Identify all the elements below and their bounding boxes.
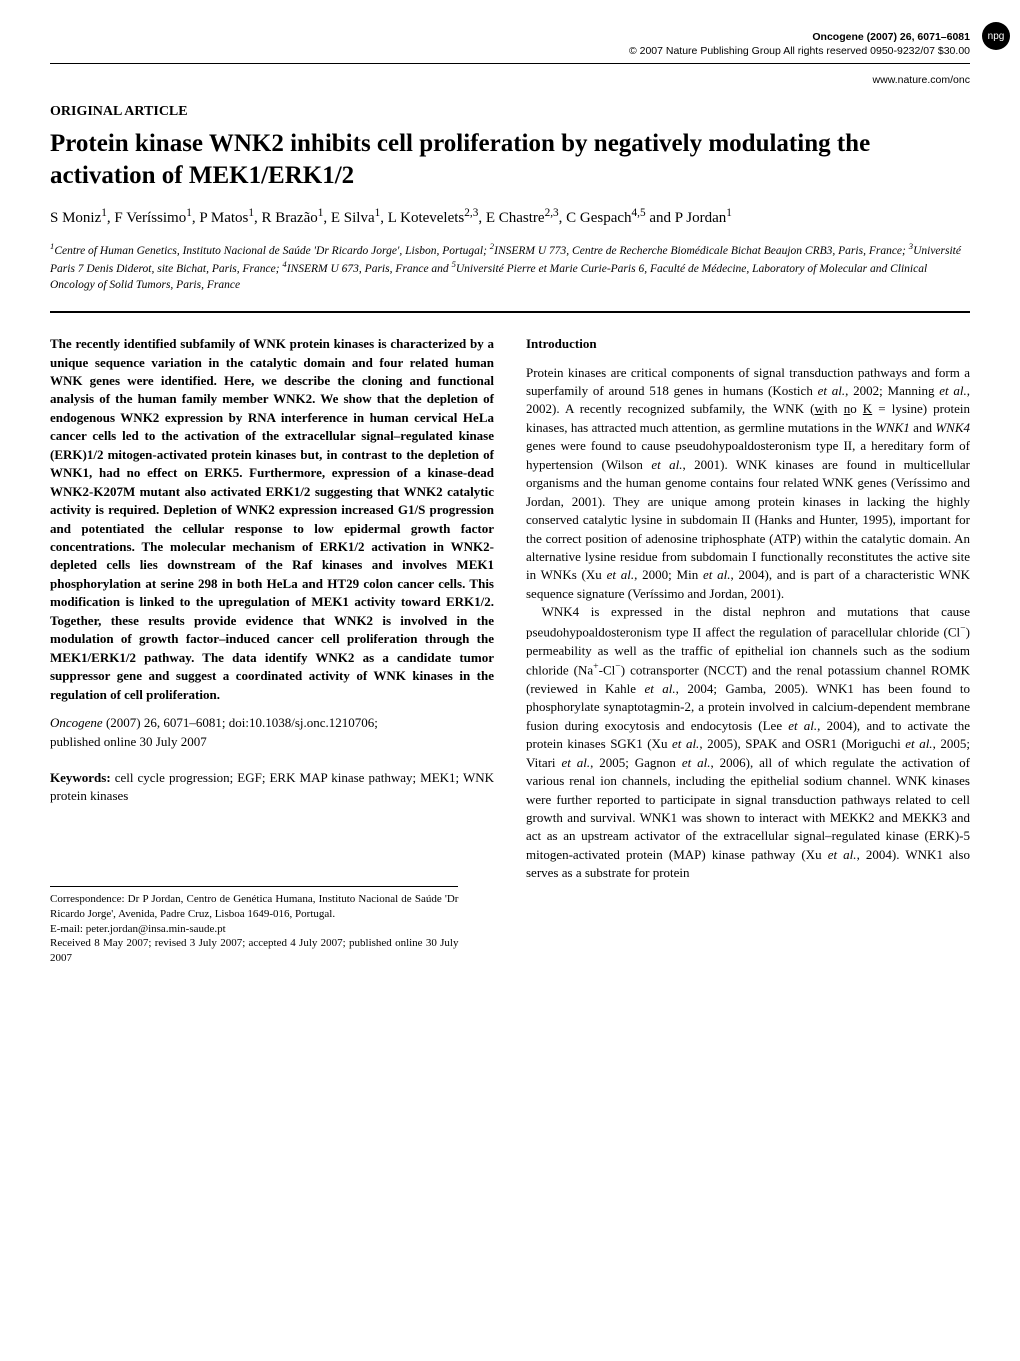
keywords-block: Keywords: cell cycle progression; EGF; E… bbox=[50, 769, 494, 806]
article-title: Protein kinase WNK2 inhibits cell prolif… bbox=[50, 128, 970, 191]
site-url: www.nature.com/onc bbox=[50, 74, 970, 86]
correspondence-dates: Received 8 May 2007; revised 3 July 2007… bbox=[50, 936, 458, 966]
left-column: The recently identified subfamily of WNK… bbox=[50, 335, 494, 966]
correspondence-block: Correspondence: Dr P Jordan, Centro de G… bbox=[50, 886, 458, 966]
affiliations: 1Centre of Human Genetics, Instituto Nac… bbox=[50, 241, 970, 293]
abstract-text: The recently identified subfamily of WNK… bbox=[50, 335, 494, 704]
correspondence-email: E-mail: peter.jordan@insa.min-saude.pt bbox=[50, 922, 458, 937]
journal-info: Oncogene (2007) 26, 6071–6081 © 2007 Nat… bbox=[50, 30, 970, 58]
article-type: ORIGINAL ARTICLE bbox=[50, 104, 970, 120]
author-list: S Moniz1, F Veríssimo1, P Matos1, R Braz… bbox=[50, 207, 970, 227]
two-column-body: The recently identified subfamily of WNK… bbox=[50, 335, 970, 966]
introduction-heading: Introduction bbox=[526, 335, 970, 353]
copyright-line: © 2007 Nature Publishing Group All right… bbox=[629, 45, 970, 57]
correspondence-address: Correspondence: Dr P Jordan, Centro de G… bbox=[50, 892, 458, 922]
running-header: Oncogene (2007) 26, 6071–6081 © 2007 Nat… bbox=[50, 30, 970, 86]
introduction-para-2: WNK4 is expressed in the distal nephron … bbox=[526, 603, 970, 882]
citation-year-vol: (2007) 26, 6071–6081; bbox=[106, 715, 226, 730]
citation-journal: Oncogene bbox=[50, 715, 103, 730]
citation-doi: doi:10.1038/sj.onc.1210706; bbox=[229, 715, 378, 730]
keywords-label: Keywords: bbox=[50, 770, 111, 785]
journal-citation: Oncogene (2007) 26, 6071–6081 bbox=[812, 31, 970, 43]
citation-pub-online: published online 30 July 2007 bbox=[50, 734, 207, 749]
introduction-para-1: Protein kinases are critical components … bbox=[526, 364, 970, 604]
header-rule bbox=[50, 63, 970, 64]
section-rule bbox=[50, 311, 970, 313]
publisher-logo: npg bbox=[982, 22, 1010, 50]
article-citation: Oncogene (2007) 26, 6071–6081; doi:10.10… bbox=[50, 714, 494, 751]
right-column: Introduction Protein kinases are critica… bbox=[526, 335, 970, 966]
keywords-text: cell cycle progression; EGF; ERK MAP kin… bbox=[50, 770, 494, 803]
